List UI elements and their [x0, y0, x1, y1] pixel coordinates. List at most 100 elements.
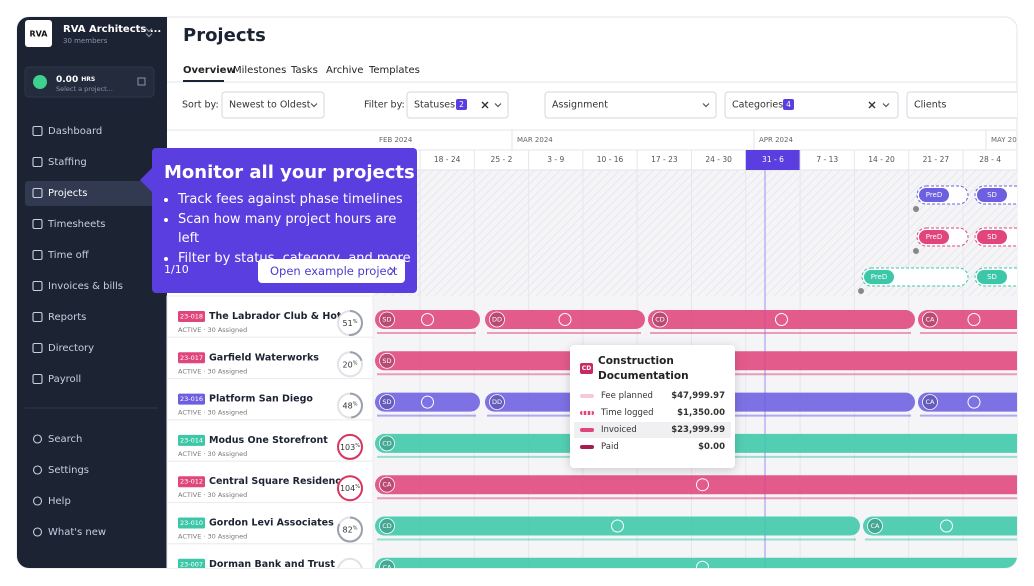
nav-item[interactable]: Payroll	[48, 374, 81, 385]
project-code: 23-018	[180, 313, 203, 321]
week-label: 14 - 20	[868, 155, 895, 164]
check-mark	[421, 313, 434, 326]
nav-item[interactable]: Dashboard	[48, 126, 102, 137]
phase-label: SD	[382, 357, 391, 365]
row-value: $47,999.97	[671, 391, 725, 401]
project-name[interactable]: Dorman Bank and Trust	[209, 559, 335, 570]
project-code: 23-016	[180, 395, 203, 403]
sort-label: Sort by:	[182, 100, 219, 111]
progress-arc	[337, 392, 363, 419]
tab[interactable]: Milestones	[233, 65, 286, 76]
week-label: 28 - 4	[979, 155, 1001, 164]
count-badge	[783, 99, 794, 110]
tip-button[interactable]: Open example project	[258, 259, 405, 283]
nav-icon	[32, 342, 43, 354]
project-name[interactable]: Central Square Residences	[209, 476, 353, 487]
phase-badge: CD	[580, 363, 593, 374]
phase-bar	[918, 392, 1017, 412]
phase-pill	[489, 394, 505, 411]
code-badge	[178, 393, 205, 405]
nav-item[interactable]: What's new	[48, 527, 106, 538]
nav-item[interactable]: Help	[48, 496, 71, 507]
nav-item[interactable]: Timesheets	[47, 219, 105, 230]
nav-icon	[32, 280, 43, 292]
progress-arc	[337, 310, 363, 336]
filter-label: Filter by:	[364, 100, 405, 111]
project-code: 23-010	[180, 519, 203, 527]
phase-label: SD	[987, 273, 997, 281]
phase-label: SD	[382, 316, 391, 324]
project-status: ACTIVE · 30 Assigned	[178, 491, 247, 499]
project-name[interactable]: The Labrador Club & Hotel	[209, 311, 351, 322]
timer: 0.00 HRS	[56, 75, 95, 85]
nav-icon	[32, 465, 43, 475]
week-label: 18 - 24	[434, 155, 461, 164]
dropdown[interactable]	[906, 91, 1027, 119]
nav-item[interactable]: Settings	[48, 465, 89, 476]
dropdown[interactable]	[724, 91, 899, 119]
chevron	[702, 103, 710, 108]
page-title: Projects	[183, 25, 266, 46]
dropdown[interactable]	[544, 91, 717, 119]
tab[interactable]: Overview	[183, 65, 236, 76]
phase-bar	[375, 475, 1017, 495]
nav-item[interactable]: Search	[48, 434, 82, 445]
phase-pill	[977, 270, 1007, 284]
week-label: 24 - 30	[705, 155, 732, 164]
percent: 48%	[343, 401, 358, 410]
tip-step: 1/10	[164, 263, 189, 276]
month-label: FEB 2024	[379, 136, 413, 144]
project-name[interactable]: Platform San Diego	[209, 394, 313, 405]
count: 2	[459, 100, 464, 109]
code-badge	[178, 311, 205, 322]
code-badge	[178, 517, 205, 529]
phase-label: PreD	[926, 233, 943, 241]
timer-unit: HRS	[81, 76, 95, 83]
project-name[interactable]: Modus One Storefront	[209, 435, 328, 446]
project-name[interactable]: Garfield Waterworks	[209, 352, 319, 363]
tab[interactable]: Tasks	[290, 65, 318, 76]
tip-bullet: Scan how many project hours are left	[178, 210, 417, 249]
nav-item[interactable]: Projects	[48, 188, 87, 199]
popover-row: Time logged $1,350.00	[574, 405, 731, 421]
check-mark	[775, 313, 788, 326]
tab[interactable]: Archive	[326, 65, 363, 76]
nav-item[interactable]: Staffing	[48, 157, 87, 168]
dropdown-label: Statuses	[414, 100, 455, 111]
tab[interactable]: Templates	[368, 65, 420, 76]
popover-row: Paid $0.00	[574, 439, 731, 455]
phase-pill	[379, 394, 395, 411]
week-label: 10 - 16	[597, 155, 624, 164]
month-label: APR 2024	[759, 136, 793, 144]
nav-item[interactable]: Directory	[48, 343, 94, 354]
month-label: MAY 20	[991, 136, 1017, 144]
week-label: 17 - 23	[651, 155, 678, 164]
project-name[interactable]: Gordon Levi Associates	[209, 518, 334, 529]
nav-item[interactable]: Time off	[47, 250, 90, 261]
nav-item[interactable]: Invoices & bills	[48, 281, 123, 292]
project-status: ACTIVE · 30 Assigned	[178, 367, 247, 375]
onboarding-tip: Monitor all your projects Track fees aga…	[140, 148, 417, 293]
logo	[25, 20, 52, 47]
popover-row: Fee planned $47,999.97	[574, 388, 731, 404]
dropdown[interactable]	[221, 91, 325, 119]
phase-label: CA	[871, 522, 881, 530]
dropdown-label: Assignment	[552, 100, 608, 111]
percent: 51%	[343, 319, 358, 328]
project-status: ACTIVE · 30 Assigned	[178, 533, 247, 541]
phase-label: CD	[382, 522, 392, 530]
logo-text: RVA	[30, 30, 49, 39]
percent-value: 82	[343, 525, 353, 534]
check-mark	[421, 395, 434, 409]
timer-box	[24, 66, 155, 98]
phase-pill	[919, 230, 949, 244]
percent-sign: %	[353, 525, 358, 531]
code-badge	[178, 558, 205, 568]
nav-item[interactable]: Reports	[48, 312, 86, 323]
phase-bar	[648, 310, 915, 329]
row-label: Fee planned	[601, 391, 653, 401]
week-label: 7 - 13	[816, 155, 838, 164]
phase-bar	[375, 557, 1017, 568]
percent: 103%	[340, 442, 360, 451]
